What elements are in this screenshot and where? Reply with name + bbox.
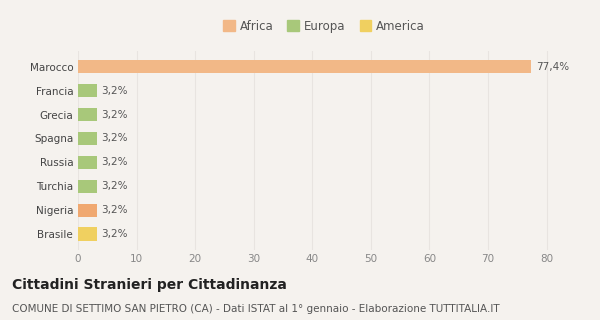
Text: Cittadini Stranieri per Cittadinanza: Cittadini Stranieri per Cittadinanza — [12, 278, 287, 292]
Text: 3,2%: 3,2% — [101, 157, 128, 167]
Bar — [78, 204, 97, 217]
Text: 3,2%: 3,2% — [101, 181, 128, 191]
Bar — [78, 132, 97, 145]
Bar — [78, 60, 532, 73]
Text: 3,2%: 3,2% — [101, 133, 128, 143]
Bar — [78, 84, 97, 97]
Bar — [78, 108, 97, 121]
Text: 3,2%: 3,2% — [101, 229, 128, 239]
Legend: Africa, Europa, America: Africa, Europa, America — [218, 15, 430, 37]
Text: 3,2%: 3,2% — [101, 205, 128, 215]
Bar — [78, 156, 97, 169]
Text: 3,2%: 3,2% — [101, 86, 128, 96]
Bar — [78, 228, 97, 241]
Text: COMUNE DI SETTIMO SAN PIETRO (CA) - Dati ISTAT al 1° gennaio - Elaborazione TUTT: COMUNE DI SETTIMO SAN PIETRO (CA) - Dati… — [12, 304, 500, 314]
Text: 77,4%: 77,4% — [536, 62, 569, 72]
Bar — [78, 180, 97, 193]
Text: 3,2%: 3,2% — [101, 109, 128, 120]
